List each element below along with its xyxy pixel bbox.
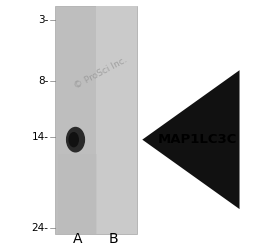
Text: A: A xyxy=(73,232,83,245)
Text: 8-: 8- xyxy=(38,76,49,86)
Text: 3-: 3- xyxy=(38,15,49,24)
Text: 14-: 14- xyxy=(32,132,49,142)
Bar xyxy=(58,154,97,234)
Ellipse shape xyxy=(66,127,85,152)
Text: B: B xyxy=(109,232,119,245)
Ellipse shape xyxy=(68,132,79,147)
Bar xyxy=(96,6,137,234)
Text: MAP1LC3C: MAP1LC3C xyxy=(157,133,237,146)
Bar xyxy=(55,6,137,234)
Text: © ProSci Inc.: © ProSci Inc. xyxy=(73,56,129,91)
Text: 24-: 24- xyxy=(32,223,49,233)
